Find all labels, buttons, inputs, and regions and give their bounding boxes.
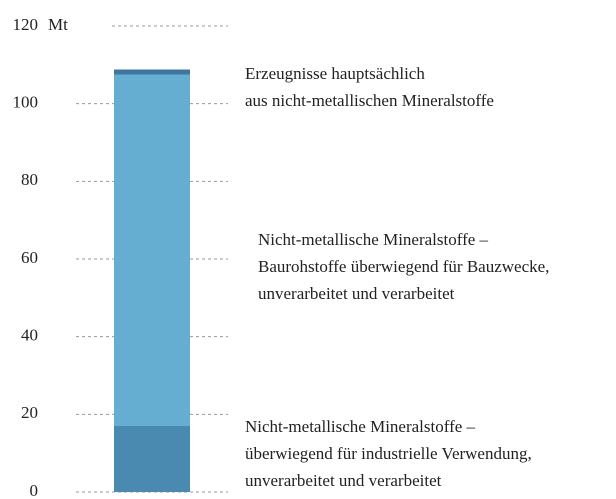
y-tick-label: 20 (21, 403, 38, 422)
series-label: aus nicht-metallischen Mineralstoffe (245, 91, 494, 110)
y-unit: Mt (48, 15, 68, 34)
y-tick-label: 60 (21, 248, 38, 267)
series-label: unverarbeitet und verarbeitet (258, 284, 455, 303)
y-tick-label: 80 (21, 170, 38, 189)
series-label: Erzeugnisse hauptsächlich (245, 64, 425, 83)
y-tick-label: 120 (13, 15, 39, 34)
bar-segment (114, 425, 190, 492)
bar-segment (114, 74, 190, 426)
series-label: unverarbeitet und verarbeitet (245, 471, 442, 490)
bar-segment (114, 69, 190, 75)
y-tick-label: 100 (13, 93, 39, 112)
y-tick-label: 40 (21, 326, 38, 345)
series-label: Nicht-metallische Mineralstoffe – (245, 417, 476, 436)
series-label: überwiegend für industrielle Verwendung, (245, 444, 532, 463)
y-tick-label: 0 (30, 481, 39, 499)
series-label: Nicht-metallische Mineralstoffe – (258, 230, 489, 249)
series-label: Baurohstoffe überwiegend für Bauzwecke, (258, 257, 549, 276)
